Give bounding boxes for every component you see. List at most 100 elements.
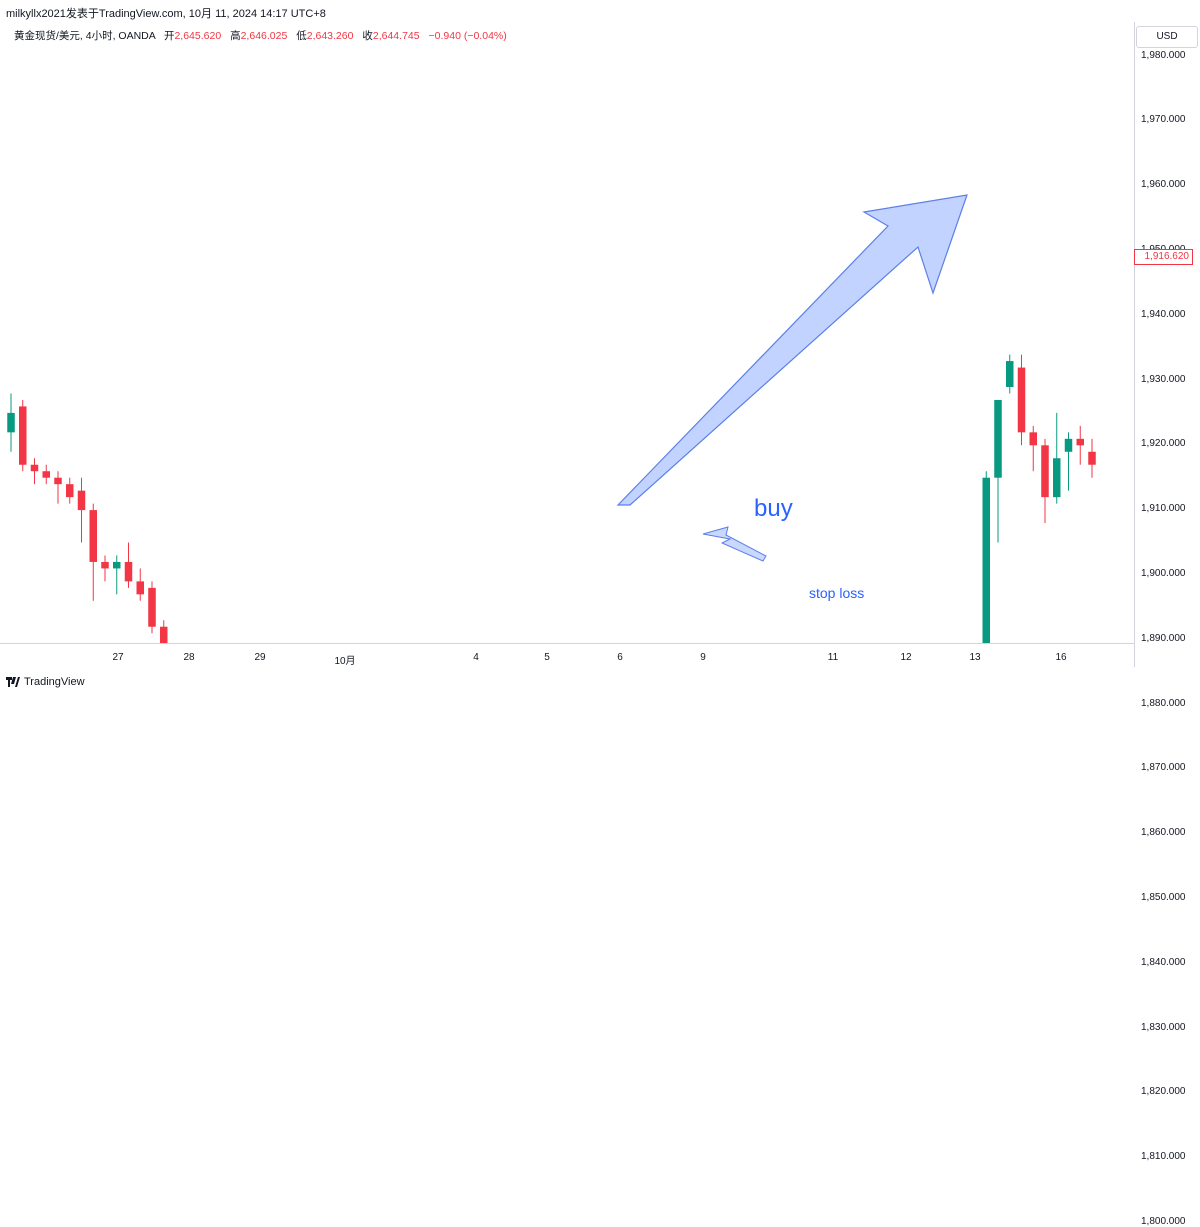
candle: [1017, 354, 1026, 446]
time-axis-line: [0, 643, 1134, 644]
candle: [994, 399, 1002, 543]
time-tick-label: 27: [112, 652, 124, 663]
open-value: 2,645.620: [174, 30, 222, 42]
price-tick-label: 1,910.000: [1141, 503, 1186, 515]
candle: [113, 555, 121, 595]
price-scale[interactable]: [1134, 22, 1200, 667]
footer-brand[interactable]: TradingView: [6, 676, 85, 688]
price-tick-label: 1,930.000: [1141, 373, 1186, 385]
time-tick-label: 11: [827, 652, 839, 663]
candle-body: [124, 561, 133, 582]
price-tick-label: 1,800.000: [1141, 1215, 1186, 1227]
candle: [1064, 432, 1073, 491]
candle: [101, 555, 109, 582]
high-label: 高: [230, 30, 241, 42]
time-tick-label: 9: [700, 652, 706, 663]
publish-credit: milkyllx2021发表于TradingView.com, 10月 11, …: [6, 8, 326, 20]
candle-body: [982, 477, 990, 643]
candle: [19, 399, 27, 472]
candle-body: [1053, 458, 1061, 498]
candle: [7, 393, 15, 452]
candle-body: [30, 464, 39, 472]
candle: [136, 568, 144, 601]
candle: [982, 471, 990, 643]
candle: [1041, 438, 1049, 524]
candlestick-series: [7, 354, 1096, 643]
time-tick-label: 6: [617, 652, 623, 663]
price-tick-label: 1,920.000: [1141, 438, 1186, 450]
candle: [54, 471, 62, 504]
price-tick-label: 1,850.000: [1141, 891, 1186, 903]
candle-body: [42, 471, 50, 478]
candle-body: [101, 561, 109, 569]
price-tick-label: 1,880.000: [1141, 697, 1186, 709]
candle-body: [89, 510, 97, 562]
candle: [148, 581, 156, 634]
high-value: 2,646.025: [240, 30, 288, 42]
change-value: −0.940 (−0.04%): [428, 30, 507, 42]
candle-body: [77, 490, 86, 511]
candle-body: [1064, 438, 1073, 452]
time-tick-label: 10月: [334, 656, 356, 667]
close-label: 收: [362, 30, 373, 42]
ohlc-legend: 黄金现货/美元, 4小时, OANDA 开2,645.620 高2,646.02…: [14, 28, 513, 43]
last-price-tag: 1,916.620: [1134, 249, 1193, 265]
candle-body: [1006, 361, 1014, 387]
price-tick-label: 1,830.000: [1141, 1021, 1186, 1033]
price-tick-label: 1,960.000: [1141, 179, 1186, 191]
currency-button[interactable]: USD: [1136, 26, 1198, 48]
price-tick-label: 1,980.000: [1141, 49, 1186, 61]
candle: [1088, 438, 1096, 478]
close-value: 2,644.745: [372, 30, 420, 42]
time-tick-label: 13: [969, 652, 981, 663]
top-bar: milkyllx2021发表于TradingView.com, 10月 11, …: [0, 0, 1200, 22]
price-tick-label: 1,900.000: [1141, 567, 1186, 579]
buy-pointer-arrow: [702, 526, 767, 562]
candle: [160, 620, 168, 643]
candle: [77, 477, 86, 543]
price-tick-label: 1,820.000: [1141, 1086, 1186, 1098]
price-tick-label: 1,970.000: [1141, 114, 1186, 126]
candle-body: [1041, 445, 1049, 498]
candle: [1006, 354, 1014, 394]
candle-body: [19, 406, 27, 465]
candle: [89, 503, 97, 601]
candle-body: [994, 399, 1002, 478]
time-tick-label: 16: [1055, 652, 1067, 663]
price-tick-label: 1,870.000: [1141, 762, 1186, 774]
chart-canvas[interactable]: [0, 0, 1134, 643]
price-tick-label: 1,860.000: [1141, 827, 1186, 839]
price-tick-label: 1,810.000: [1141, 1151, 1186, 1163]
candle-body: [7, 412, 15, 433]
candle-body: [113, 561, 121, 569]
brand-name: TradingView: [24, 676, 85, 688]
candle: [1029, 425, 1037, 472]
time-tick-label: 28: [183, 652, 195, 663]
low-label: 低: [296, 30, 307, 42]
candle: [66, 477, 74, 504]
candle: [124, 542, 133, 588]
big-up-arrow: [616, 194, 968, 506]
candle-body: [66, 484, 74, 498]
candle: [30, 458, 39, 485]
candle-body: [1076, 438, 1084, 446]
symbol-label[interactable]: 黄金现货/美元, 4小时, OANDA: [14, 30, 156, 42]
price-tick-label: 1,890.000: [1141, 632, 1186, 644]
candle-body: [148, 587, 156, 627]
buy-annotation: buy: [754, 495, 793, 522]
price-tick-label: 1,940.000: [1141, 308, 1186, 320]
candle: [42, 464, 50, 485]
candle-body: [1088, 451, 1096, 465]
candle-body: [54, 477, 62, 485]
candle-body: [1017, 367, 1026, 433]
tradingview-logo-icon: [6, 677, 20, 687]
low-value: 2,643.260: [306, 30, 354, 42]
time-tick-label: 4: [473, 652, 479, 663]
stop-loss-annotation: stop loss: [809, 585, 865, 601]
candle: [1076, 425, 1084, 465]
open-label: 开: [163, 30, 175, 42]
time-tick-label: 5: [544, 652, 550, 663]
candle-body: [160, 626, 168, 643]
price-tick-label: 1,840.000: [1141, 956, 1186, 968]
candle-body: [1029, 432, 1037, 446]
